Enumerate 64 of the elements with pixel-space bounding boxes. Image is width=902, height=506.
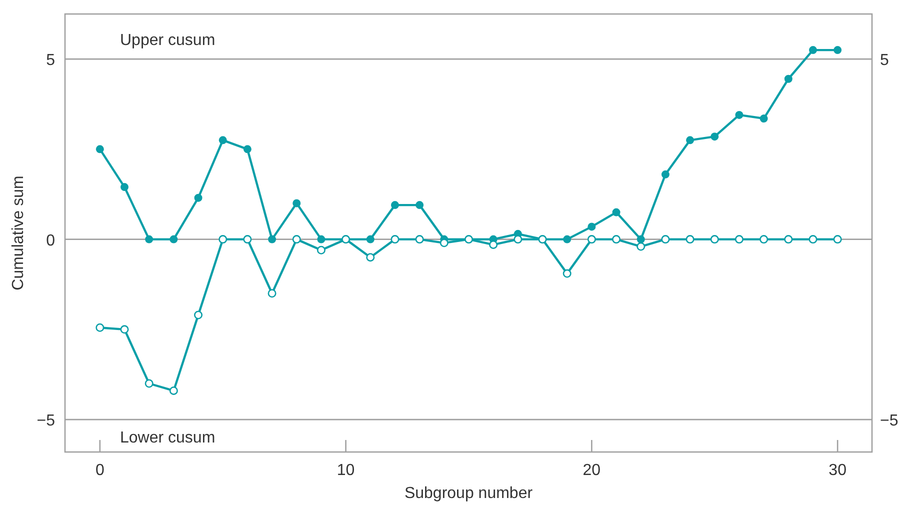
- ref-line-label: Upper cusum: [120, 32, 216, 50]
- y-axis-title: Cumulative sum: [10, 176, 27, 290]
- point: [218, 136, 227, 144]
- x-tick-label: 20: [582, 462, 601, 479]
- point: [686, 235, 694, 244]
- point: [686, 136, 694, 144]
- point: [636, 242, 646, 251]
- point: [292, 199, 301, 208]
- x-tick-label: 10: [336, 462, 355, 479]
- point: [760, 235, 768, 244]
- point: [562, 269, 572, 278]
- point: [144, 379, 154, 388]
- y-tick-label: −5: [36, 412, 56, 430]
- point: [760, 114, 768, 123]
- point: [808, 235, 818, 244]
- point: [243, 145, 252, 154]
- point: [416, 201, 424, 210]
- point: [588, 222, 596, 231]
- point: [96, 323, 104, 332]
- point: [120, 325, 129, 334]
- point: [710, 132, 719, 141]
- point: [194, 310, 203, 320]
- point: [514, 235, 522, 244]
- point: [120, 183, 129, 192]
- point: [784, 74, 792, 83]
- point: [145, 235, 154, 244]
- point: [735, 110, 744, 119]
- point: [734, 235, 744, 244]
- y-tick-label: 0: [46, 232, 56, 250]
- point: [96, 145, 104, 154]
- y2-tick-label: −5: [880, 412, 898, 430]
- point: [169, 386, 178, 395]
- y-tick-label: 5: [46, 52, 56, 70]
- point: [243, 235, 252, 244]
- point: [390, 201, 399, 210]
- y2-tick-label: 5: [880, 52, 889, 70]
- point: [316, 246, 326, 254]
- point: [784, 235, 793, 244]
- point: [170, 235, 178, 244]
- point: [808, 46, 817, 54]
- point: [612, 235, 621, 244]
- point: [834, 46, 842, 54]
- point: [268, 235, 276, 244]
- point: [833, 235, 842, 244]
- point: [710, 235, 719, 244]
- point: [587, 235, 596, 244]
- point: [415, 235, 424, 244]
- x-axis-title: Subgroup number: [404, 485, 534, 502]
- point: [194, 194, 202, 202]
- point: [563, 235, 572, 244]
- point: [366, 253, 375, 262]
- point: [661, 235, 670, 244]
- point: [268, 289, 276, 298]
- point: [366, 235, 374, 244]
- ref-line-label: Lower cusum: [120, 430, 216, 447]
- x-tick-label: 0: [95, 462, 104, 479]
- point: [390, 235, 400, 244]
- point: [317, 235, 326, 244]
- point: [661, 170, 670, 178]
- x-tick-label: 30: [828, 462, 847, 479]
- point: [218, 235, 228, 244]
- point: [292, 235, 301, 244]
- point: [636, 235, 645, 244]
- point: [612, 208, 620, 216]
